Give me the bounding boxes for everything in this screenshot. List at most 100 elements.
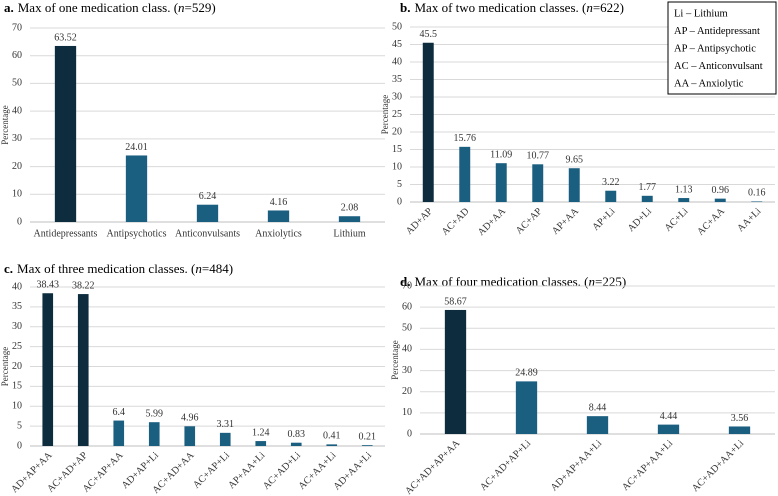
y-tick-label: 60 xyxy=(12,50,22,61)
y-tick-label: 35 xyxy=(392,74,402,85)
y-tick-label: 35 xyxy=(12,301,22,312)
bar xyxy=(678,198,690,202)
y-tick-label: 40 xyxy=(402,344,412,355)
bar xyxy=(361,445,373,446)
bar xyxy=(338,216,361,222)
data-label: 3.31 xyxy=(217,419,235,430)
y-axis-label: Percentage xyxy=(390,340,400,379)
data-label: 24.01 xyxy=(125,142,148,153)
data-label: 63.52 xyxy=(54,32,77,43)
bar xyxy=(422,42,434,202)
y-tick-label: 5 xyxy=(17,420,22,431)
y-tick-label: 50 xyxy=(402,323,412,334)
data-label: 1.13 xyxy=(675,184,693,195)
title-end: =622) xyxy=(593,0,624,15)
data-label: 10.77 xyxy=(527,151,550,162)
bar xyxy=(196,204,219,222)
data-label: 4.44 xyxy=(660,411,678,422)
data-label: 0.41 xyxy=(323,431,341,442)
y-tick-label: 40 xyxy=(12,105,22,116)
data-label: 0.16 xyxy=(748,188,766,199)
panel-title: c. Max of three medication classes. (n=48… xyxy=(4,261,233,276)
y-tick-label: 20 xyxy=(402,386,412,397)
x-tick-label: AD+AA+Li xyxy=(332,450,375,493)
y-tick-label: 10 xyxy=(12,401,22,412)
data-label: 45.5 xyxy=(420,29,438,40)
panel-letter: c. xyxy=(4,261,13,276)
data-label: 3.22 xyxy=(602,177,620,188)
data-label: 6.24 xyxy=(199,191,217,202)
y-tick-label: 20 xyxy=(12,361,22,372)
data-label: 4.16 xyxy=(270,197,288,208)
x-tick-label: AC+AA xyxy=(695,205,727,237)
bar xyxy=(125,155,148,222)
bar xyxy=(728,426,751,434)
y-tick-label: 0 xyxy=(17,440,22,451)
title-text: Max of four medication classes. ( xyxy=(414,274,588,289)
y-tick-label: 20 xyxy=(392,126,402,137)
bar xyxy=(495,163,507,202)
y-tick-label: 50 xyxy=(12,78,22,89)
x-tick-label: Anticonvulsants xyxy=(175,228,240,239)
x-tick-label: Anxiolytics xyxy=(255,228,302,239)
title-text: Max of three medication classes. ( xyxy=(17,261,195,276)
data-label: 38.22 xyxy=(72,280,95,291)
title-italic: n xyxy=(195,261,202,276)
bar xyxy=(515,381,538,434)
y-axis-label: Percentage xyxy=(0,105,10,144)
data-label: 0.21 xyxy=(359,431,377,442)
title-italic: n xyxy=(589,274,596,289)
bar xyxy=(714,198,726,202)
bar xyxy=(255,441,267,446)
bar xyxy=(267,210,290,222)
bar xyxy=(148,422,160,446)
y-tick-label: 40 xyxy=(12,281,22,292)
x-tick-label: AC+AP xyxy=(514,206,545,237)
x-tick-label: AC+AP+Li xyxy=(191,450,232,491)
y-tick-label: 70 xyxy=(402,280,412,291)
data-label: 9.65 xyxy=(566,155,584,166)
data-label: 2.08 xyxy=(341,203,359,214)
y-tick-label: 25 xyxy=(12,341,22,352)
title-end: =529) xyxy=(185,0,216,15)
bar xyxy=(219,432,231,446)
bar xyxy=(290,442,302,446)
title-text: Max of two medication classes. ( xyxy=(414,0,586,15)
bar xyxy=(641,195,653,202)
y-tick-label: 20 xyxy=(12,161,22,172)
x-tick-label: AC+AD+AP+AA xyxy=(403,437,463,496)
data-label: 58.67 xyxy=(444,296,467,307)
bar xyxy=(751,201,763,202)
x-tick-label: AC+AD+AP+Li xyxy=(478,438,533,493)
bar xyxy=(113,420,125,446)
panel-letter: a. xyxy=(4,0,14,15)
data-label: 0.83 xyxy=(288,429,306,440)
x-tick-label: Antipsychotics xyxy=(107,228,167,239)
title-end: =225) xyxy=(595,274,626,289)
data-label: 5.99 xyxy=(146,408,164,419)
legend-text: AC – Anticonvulsant xyxy=(674,61,763,72)
y-tick-label: 10 xyxy=(402,407,412,418)
legend-text: AA – Anxiolytic xyxy=(674,78,744,89)
bar xyxy=(459,146,471,202)
legend-text: AP – Antidepressant xyxy=(674,26,760,37)
bar xyxy=(184,426,196,446)
y-tick-label: 0 xyxy=(397,196,402,207)
bar xyxy=(77,294,89,446)
panel-title: a. Max of one medication class. (n=529) xyxy=(4,0,216,15)
x-tick-label: AD+AA xyxy=(476,205,509,238)
y-tick-label: 0 xyxy=(407,428,412,439)
y-tick-label: 30 xyxy=(392,91,402,102)
panel-title: b. Max of two medication classes. (n=622) xyxy=(400,0,624,15)
y-axis-label: Percentage xyxy=(380,95,390,134)
bar xyxy=(54,45,77,222)
data-label: 4.96 xyxy=(181,413,199,424)
panel-letter: d. xyxy=(400,274,410,289)
bar xyxy=(605,190,617,202)
legend-text: AP – Antipsychotic xyxy=(674,43,756,54)
legend-box xyxy=(667,1,777,95)
bar xyxy=(532,164,544,202)
x-tick-label: AD+AP+AA+Li xyxy=(549,438,605,494)
legend-text: Li – Lithium xyxy=(674,8,728,19)
